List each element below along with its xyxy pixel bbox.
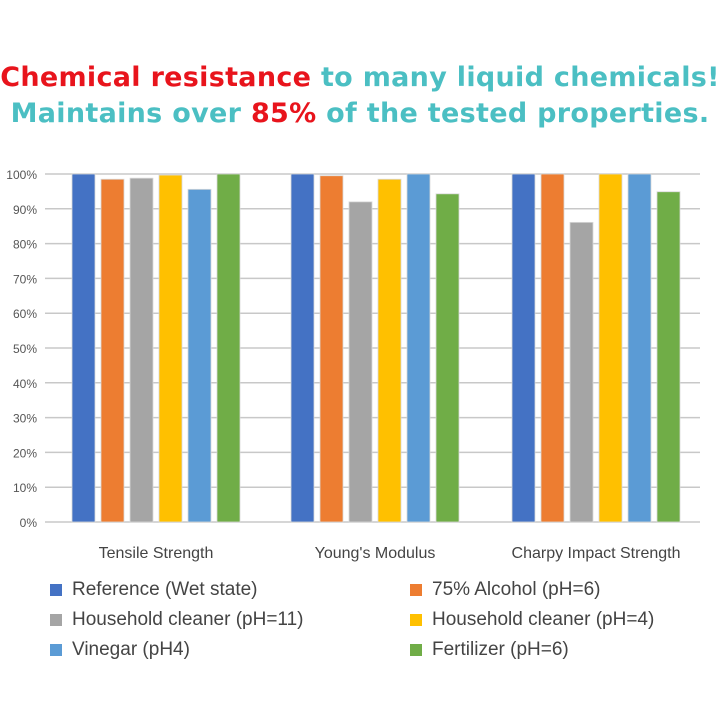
legend-label: 75% Alcohol (pH=6) (432, 579, 601, 600)
legend-item: Vinegar (pH4) (50, 638, 410, 662)
bar (71, 173, 96, 523)
legend-item: Household cleaner (pH=4) (410, 608, 690, 632)
y-tick-label: 0% (20, 516, 38, 530)
y-tick-label: 30% (13, 412, 37, 426)
title-text: of the tested properties. (316, 98, 710, 129)
bar (187, 188, 212, 523)
legend-label: Vinegar (pH4) (72, 639, 190, 660)
y-tick-label: 70% (13, 272, 37, 286)
y-tick-label: 80% (13, 238, 37, 252)
x-tick-label: Tensile Strength (99, 545, 214, 562)
legend: Reference (Wet state) 75% Alcohol (pH=6) H… (50, 578, 690, 662)
bar (129, 177, 154, 523)
legend-item: Fertilizer (pH=6) (410, 638, 690, 662)
title-highlight: 85% (250, 98, 317, 129)
legend-item: Reference (Wet state) (50, 578, 410, 602)
bar (435, 193, 460, 523)
bar (511, 173, 536, 523)
title-text: to many liquid chemicals! (311, 62, 720, 93)
legend-label: Household cleaner (pH=4) (432, 609, 655, 630)
legend-item: Household cleaner (pH=11) (50, 608, 410, 632)
title-highlight: Chemical resistance (0, 62, 312, 93)
legend-item: 75% Alcohol (pH=6) (410, 578, 690, 602)
legend-swatch (50, 614, 62, 626)
legend-swatch (410, 614, 422, 626)
bar (540, 173, 565, 523)
bar (290, 173, 315, 523)
x-tick-label: Young's Modulus (315, 545, 436, 562)
y-tick-label: 40% (13, 377, 37, 391)
bar (598, 173, 623, 523)
legend-label: Household cleaner (pH=11) (72, 609, 304, 630)
bar (627, 173, 652, 523)
bar (319, 175, 344, 523)
y-tick-label: 20% (13, 446, 37, 460)
bar (406, 173, 431, 523)
legend-label: Fertilizer (pH=6) (432, 639, 569, 660)
x-tick-label: Charpy Impact Strength (512, 545, 681, 562)
bar (100, 178, 125, 523)
y-tick-label: 90% (13, 203, 37, 217)
legend-label: Reference (Wet state) (72, 579, 258, 600)
bar (569, 221, 594, 523)
bar (216, 173, 241, 523)
bar (377, 178, 402, 523)
title-line-1: Chemical resistance to many liquid chemi… (0, 62, 720, 93)
legend-swatch (50, 584, 62, 596)
title-line-2: Maintains over 85% of the tested propert… (0, 98, 720, 129)
legend-swatch (50, 644, 62, 656)
bar (348, 201, 373, 523)
legend-swatch (410, 644, 422, 656)
legend-swatch (410, 584, 422, 596)
y-tick-label: 10% (13, 481, 37, 495)
y-tick-label: 60% (13, 307, 37, 321)
bar (158, 174, 183, 523)
y-tick-label: 100% (6, 168, 37, 182)
title-text: Maintains over (10, 98, 251, 129)
y-tick-label: 50% (13, 342, 37, 356)
bar (656, 191, 681, 523)
